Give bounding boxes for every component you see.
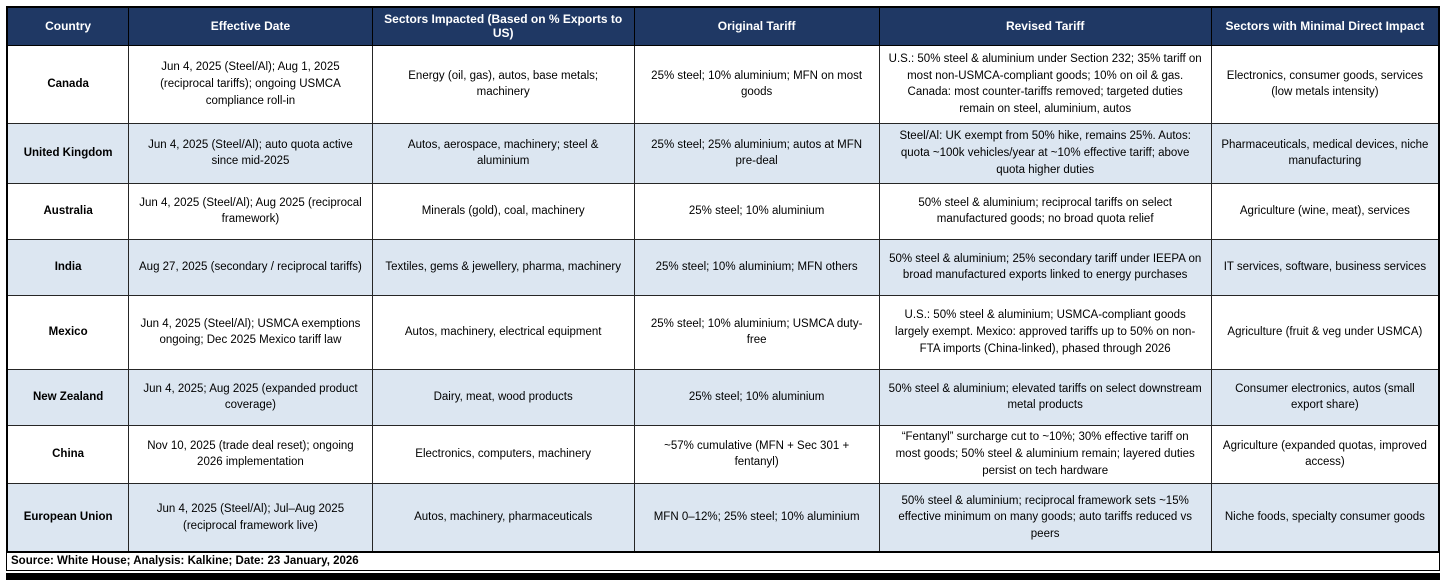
cell-sectors-impacted: Textiles, gems & jewellery, pharma, mach… [371, 238, 635, 296]
table-row-china: China Nov 10, 2025 (trade deal reset); o… [6, 424, 1440, 484]
table-row-mexico: Mexico Jun 4, 2025 (Steel/Al); USMCA exe… [6, 294, 1440, 370]
cell-sectors-impacted: Minerals (gold), coal, machinery [371, 182, 635, 240]
table-row-australia: Australia Jun 4, 2025 (Steel/Al); Aug 20… [6, 182, 1440, 240]
cell-minimal-impact: Agriculture (fruit & veg under USMCA) [1210, 294, 1440, 370]
cell-original-tariff: ~57% cumulative (MFN + Sec 301 + fentany… [633, 424, 880, 484]
cell-effective-date: Jun 4, 2025 (Steel/Al); Jul–Aug 2025 (re… [128, 482, 373, 553]
cell-country: Canada [6, 44, 130, 124]
cell-minimal-impact: IT services, software, business services [1210, 238, 1440, 296]
cell-effective-date: Jun 4, 2025 (Steel/Al); USMCA exemptions… [128, 294, 373, 370]
table-row-canada: Canada Jun 4, 2025 (Steel/Al); Aug 1, 20… [6, 44, 1440, 124]
bottom-bar [6, 573, 1440, 580]
column-header-revised-tariff: Revised Tariff [878, 6, 1212, 46]
column-header-sectors-impacted: Sectors Impacted (Based on % Exports to … [371, 6, 635, 46]
cell-revised-tariff: Steel/Al: UK exempt from 50% hike, remai… [878, 122, 1212, 184]
table-row-united-kingdom: United Kingdom Jun 4, 2025 (Steel/Al); a… [6, 122, 1440, 184]
cell-revised-tariff: 50% steel & aluminium; elevated tariffs … [878, 368, 1212, 426]
cell-country: United Kingdom [6, 122, 130, 184]
cell-country: China [6, 424, 130, 484]
column-header-minimal-impact: Sectors with Minimal Direct Impact [1210, 6, 1440, 46]
cell-revised-tariff: 50% steel & aluminium; reciprocal framew… [878, 482, 1212, 553]
cell-revised-tariff: U.S.: 50% steel & aluminium; USMCA-compl… [878, 294, 1212, 370]
cell-original-tariff: 25% steel; 10% aluminium; USMCA duty-fre… [633, 294, 880, 370]
cell-sectors-impacted: Autos, aerospace, machinery; steel & alu… [371, 122, 635, 184]
column-header-country: Country [6, 6, 130, 46]
cell-sectors-impacted: Dairy, meat, wood products [371, 368, 635, 426]
cell-effective-date: Jun 4, 2025; Aug 2025 (expanded product … [128, 368, 373, 426]
cell-original-tariff: 25% steel; 10% aluminium [633, 368, 880, 426]
source-note: Source: White House; Analysis: Kalkine; … [6, 553, 1440, 572]
table-row-india: India Aug 27, 2025 (secondary / reciproc… [6, 238, 1440, 296]
cell-original-tariff: 25% steel; 10% aluminium [633, 182, 880, 240]
table-row-european-union: European Union Jun 4, 2025 (Steel/Al); J… [6, 482, 1440, 553]
cell-sectors-impacted: Autos, machinery, electrical equipment [371, 294, 635, 370]
column-header-effective-date: Effective Date [128, 6, 373, 46]
tariff-table-page: Country Effective Date Sectors Impacted … [6, 6, 1440, 580]
cell-minimal-impact: Niche foods, specialty consumer goods [1210, 482, 1440, 553]
cell-effective-date: Nov 10, 2025 (trade deal reset); ongoing… [128, 424, 373, 484]
column-header-original-tariff: Original Tariff [633, 6, 880, 46]
cell-country: Mexico [6, 294, 130, 370]
cell-revised-tariff: “Fentanyl” surcharge cut to ~10%; 30% ef… [878, 424, 1212, 484]
cell-sectors-impacted: Electronics, computers, machinery [371, 424, 635, 484]
cell-sectors-impacted: Energy (oil, gas), autos, base metals; m… [371, 44, 635, 124]
cell-effective-date: Jun 4, 2025 (Steel/Al); Aug 1, 2025 (rec… [128, 44, 373, 124]
cell-effective-date: Jun 4, 2025 (Steel/Al); Aug 2025 (recipr… [128, 182, 373, 240]
cell-sectors-impacted: Autos, machinery, pharmaceuticals [371, 482, 635, 553]
cell-revised-tariff: 50% steel & aluminium; reciprocal tariff… [878, 182, 1212, 240]
cell-minimal-impact: Electronics, consumer goods, services (l… [1210, 44, 1440, 124]
cell-original-tariff: 25% steel; 10% aluminium; MFN others [633, 238, 880, 296]
cell-original-tariff: 25% steel; 10% aluminium; MFN on most go… [633, 44, 880, 124]
cell-country: Australia [6, 182, 130, 240]
cell-minimal-impact: Agriculture (expanded quotas, improved a… [1210, 424, 1440, 484]
cell-country: European Union [6, 482, 130, 553]
cell-original-tariff: 25% steel; 25% aluminium; autos at MFN p… [633, 122, 880, 184]
table-row-new-zealand: New Zealand Jun 4, 2025; Aug 2025 (expan… [6, 368, 1440, 426]
cell-revised-tariff: U.S.: 50% steel & aluminium under Sectio… [878, 44, 1212, 124]
cell-minimal-impact: Consumer electronics, autos (small expor… [1210, 368, 1440, 426]
cell-original-tariff: MFN 0–12%; 25% steel; 10% aluminium [633, 482, 880, 553]
header-row: Country Effective Date Sectors Impacted … [6, 6, 1440, 46]
cell-effective-date: Jun 4, 2025 (Steel/Al); auto quota activ… [128, 122, 373, 184]
cell-country: India [6, 238, 130, 296]
cell-country: New Zealand [6, 368, 130, 426]
cell-effective-date: Aug 27, 2025 (secondary / reciprocal tar… [128, 238, 373, 296]
tariff-table: Country Effective Date Sectors Impacted … [6, 6, 1440, 554]
cell-minimal-impact: Pharmaceuticals, medical devices, niche … [1210, 122, 1440, 184]
cell-revised-tariff: 50% steel & aluminium; 25% secondary tar… [878, 238, 1212, 296]
cell-minimal-impact: Agriculture (wine, meat), services [1210, 182, 1440, 240]
